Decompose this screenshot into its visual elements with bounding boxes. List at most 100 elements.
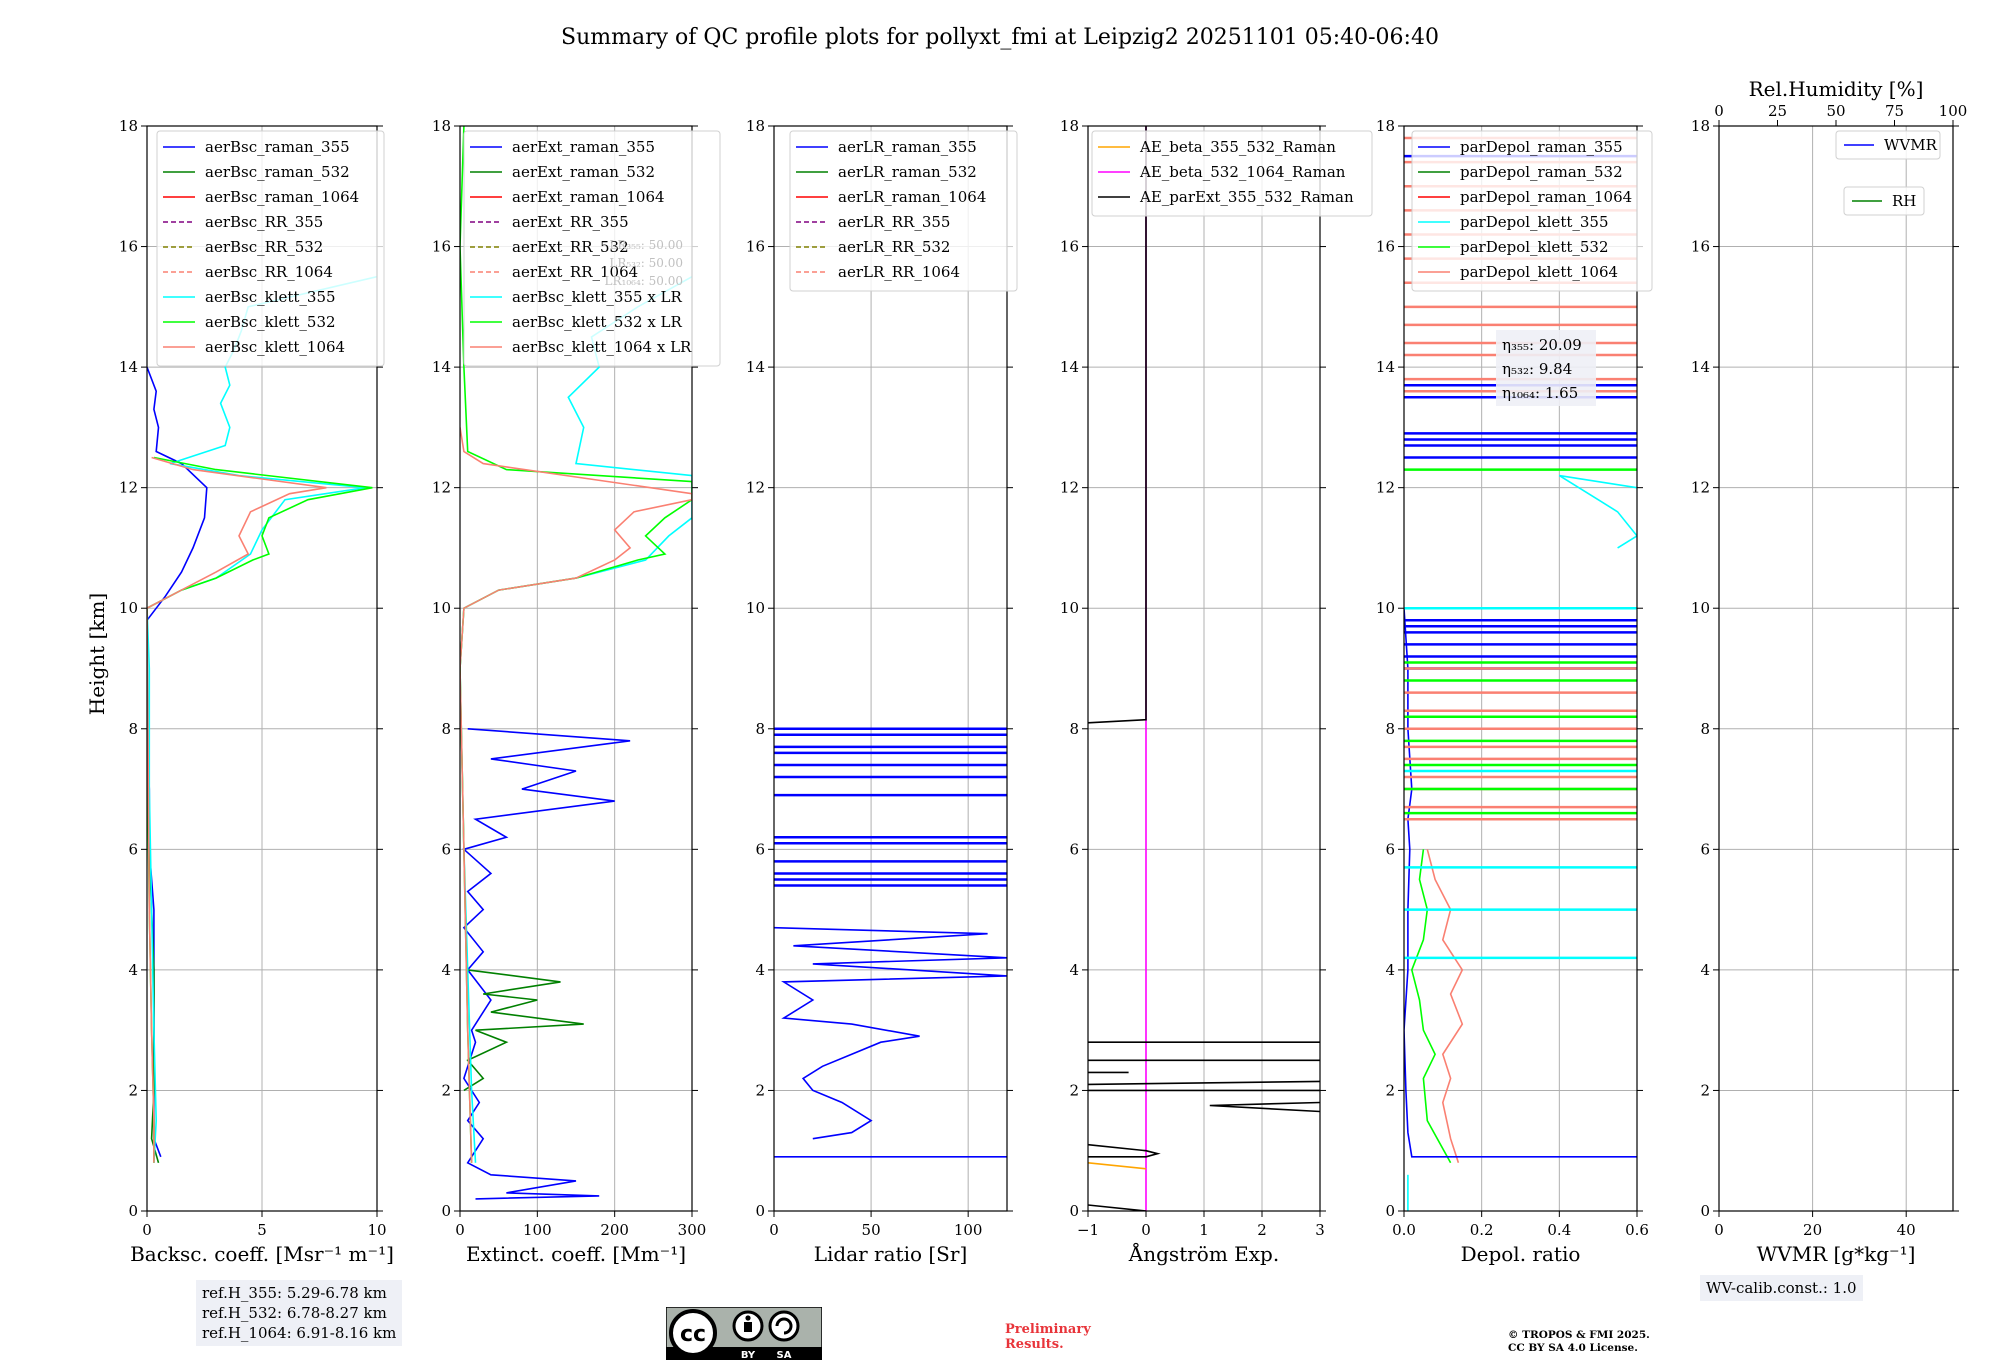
series-aerExt_raman_355 [462,728,631,1200]
y-tick-label: 2 [1069,1081,1079,1099]
y-axis-label: Height [km] [85,593,109,715]
y-tick-label: 12 [1060,479,1079,497]
y-tick-label: 14 [746,358,765,376]
y-tick-label: 12 [746,479,765,497]
legend-entry: aerLR_raman_1064 [838,188,986,206]
ref-height-355: ref.H_355: 5.29-6.78 km [202,1284,387,1302]
legend-entry: aerExt_RR_355 [512,213,629,231]
y-tick-label: 16 [1691,238,1710,256]
y-tick-label: 8 [441,720,451,738]
x-tick-label: 3 [1315,1221,1325,1239]
series-AE_parExt_355_532_Raman [1088,1204,1147,1211]
cc-logo-text: cc [680,1322,706,1347]
lr-label: LR₁₀₆₄: 50.00 [605,274,683,288]
y-tick-label: 2 [1385,1081,1395,1099]
y-tick-label: 0 [441,1202,451,1220]
x-tick-label: 0 [142,1221,152,1239]
y-tick-label: 8 [1069,720,1079,738]
x-tick-label: 200 [600,1221,629,1239]
y-tick-label: 8 [1700,720,1710,738]
x-tick-label: 0.6 [1625,1221,1649,1239]
legend-box [789,130,1018,292]
x-tick-label: 0.4 [1547,1221,1571,1239]
y-tick-label: 2 [441,1081,451,1099]
cc-sa-label: SA [777,1350,792,1360]
legend-entry: aerLR_raman_355 [838,138,977,156]
legend-entry: aerLR_RR_1064 [838,263,960,281]
x-axis-label: Backsc. coeff. [Msr⁻¹ m⁻¹] [130,1242,394,1266]
legend-entry: aerBsc_klett_355 x LR [512,288,683,306]
legend-entry: parDepol_klett_355 [1460,213,1609,231]
y-tick-label: 4 [1700,961,1710,979]
legend-entry: RH [1892,192,1916,210]
y-tick-label: 18 [1060,117,1079,135]
x-tick-label: 0 [769,1221,779,1239]
series-AE_beta_355_532_Raman [1088,1162,1147,1170]
legend-entry: aerBsc_RR_355 [205,213,323,231]
preliminary-results-label: Preliminary Results. [1005,1322,1091,1352]
panel-1: 0 2 4 6 8 10 12 14 16 18 0 5 10 Backsc. coeff. [Msr⁻¹… [119,117,394,1266]
series-aerLR_raman_355 [774,926,1007,1140]
series-parDepol_klett_1064 [1426,849,1464,1164]
y-tick-label: 0 [1700,1202,1710,1220]
y-tick-label: 10 [119,599,138,617]
y-tick-label: 6 [1385,840,1395,858]
y-tick-label: 12 [432,479,451,497]
legend-entry: aerExt_raman_355 [512,138,655,156]
x-tick-label: 0 [1714,1221,1724,1239]
plot-frame [459,125,693,1212]
y-tick-label: 14 [1376,358,1395,376]
plot-frame [1718,125,1954,1212]
y-tick-label: 18 [1376,117,1395,135]
eta-box [1496,330,1596,406]
panel-5: 0 2 4 6 8 10 12 14 16 18 0.0 0.2 0.4 0.6 Depol. ratio p… [1376,117,1653,1266]
x-tick-label: 5 [257,1221,267,1239]
y-tick-label: 10 [1376,599,1395,617]
y-tick-label: 0 [755,1202,765,1220]
series-group [460,126,692,1200]
copyright-line1: © TROPOS & FMI 2025. [1508,1329,1650,1341]
x-tick-label: 100 [523,1221,552,1239]
x-tick-label: 100 [954,1221,983,1239]
series-aerBsc_raman_355 [147,366,208,1158]
eta-label: η₅₃₂: 9.84 [1502,360,1572,378]
legend-box [156,130,385,367]
y-tick-label: 10 [746,599,765,617]
ref-height-box: ref.H_355: 5.29-6.78 km ref.H_532: 6.78-… [196,1280,403,1346]
preliminary-line2: Results. [1005,1337,1064,1352]
y-tick-label: 6 [1700,840,1710,858]
x-tick-label: 0 [1141,1221,1151,1239]
series-AE_parExt_355_532_Raman [1209,1101,1320,1113]
legend-entry: aerBsc_raman_1064 [205,188,359,206]
y-tick-label: 10 [432,599,451,617]
series-parDepol_raman_355 [1404,608,1637,1158]
y-tick-label: 4 [755,961,765,979]
legend-box [1091,130,1373,217]
x-axis-label: Ångström Exp. [1128,1241,1279,1266]
wv-calib-box: WV-calib.const.: 1.0 [1700,1275,1863,1301]
y-tick-label: 8 [755,720,765,738]
x-axis-label: WVMR [g*kg⁻¹] [1757,1242,1916,1266]
x-tick-label: 50 [862,1221,881,1239]
legend-box [1411,130,1653,292]
x-tick-label: 1 [1199,1221,1209,1239]
legend-box [1835,130,1941,160]
y-tick-label: 18 [432,117,451,135]
legend-entry: aerExt_raman_1064 [512,188,665,206]
x-tick-label: 0.2 [1470,1221,1494,1239]
legend-entry: WVMR [1884,136,1938,154]
legend-entry: aerBsc_klett_1064 [205,338,345,356]
lr-label: LR₅₃₂: 50.00 [609,256,683,270]
x-tick-label: 20 [1803,1221,1822,1239]
x-tick-label: 40 [1897,1221,1916,1239]
x-axis-label: Depol. ratio [1461,1242,1581,1266]
top-axis-label: Rel.Humidity [%] [1749,77,1924,101]
y-tick-label: 14 [1691,358,1710,376]
x-axis-label: Extinct. coeff. [Mm⁻¹] [466,1242,686,1266]
legend-entry: aerBsc_klett_355 [205,288,336,306]
legend-entry: parDepol_klett_532 [1460,238,1609,256]
